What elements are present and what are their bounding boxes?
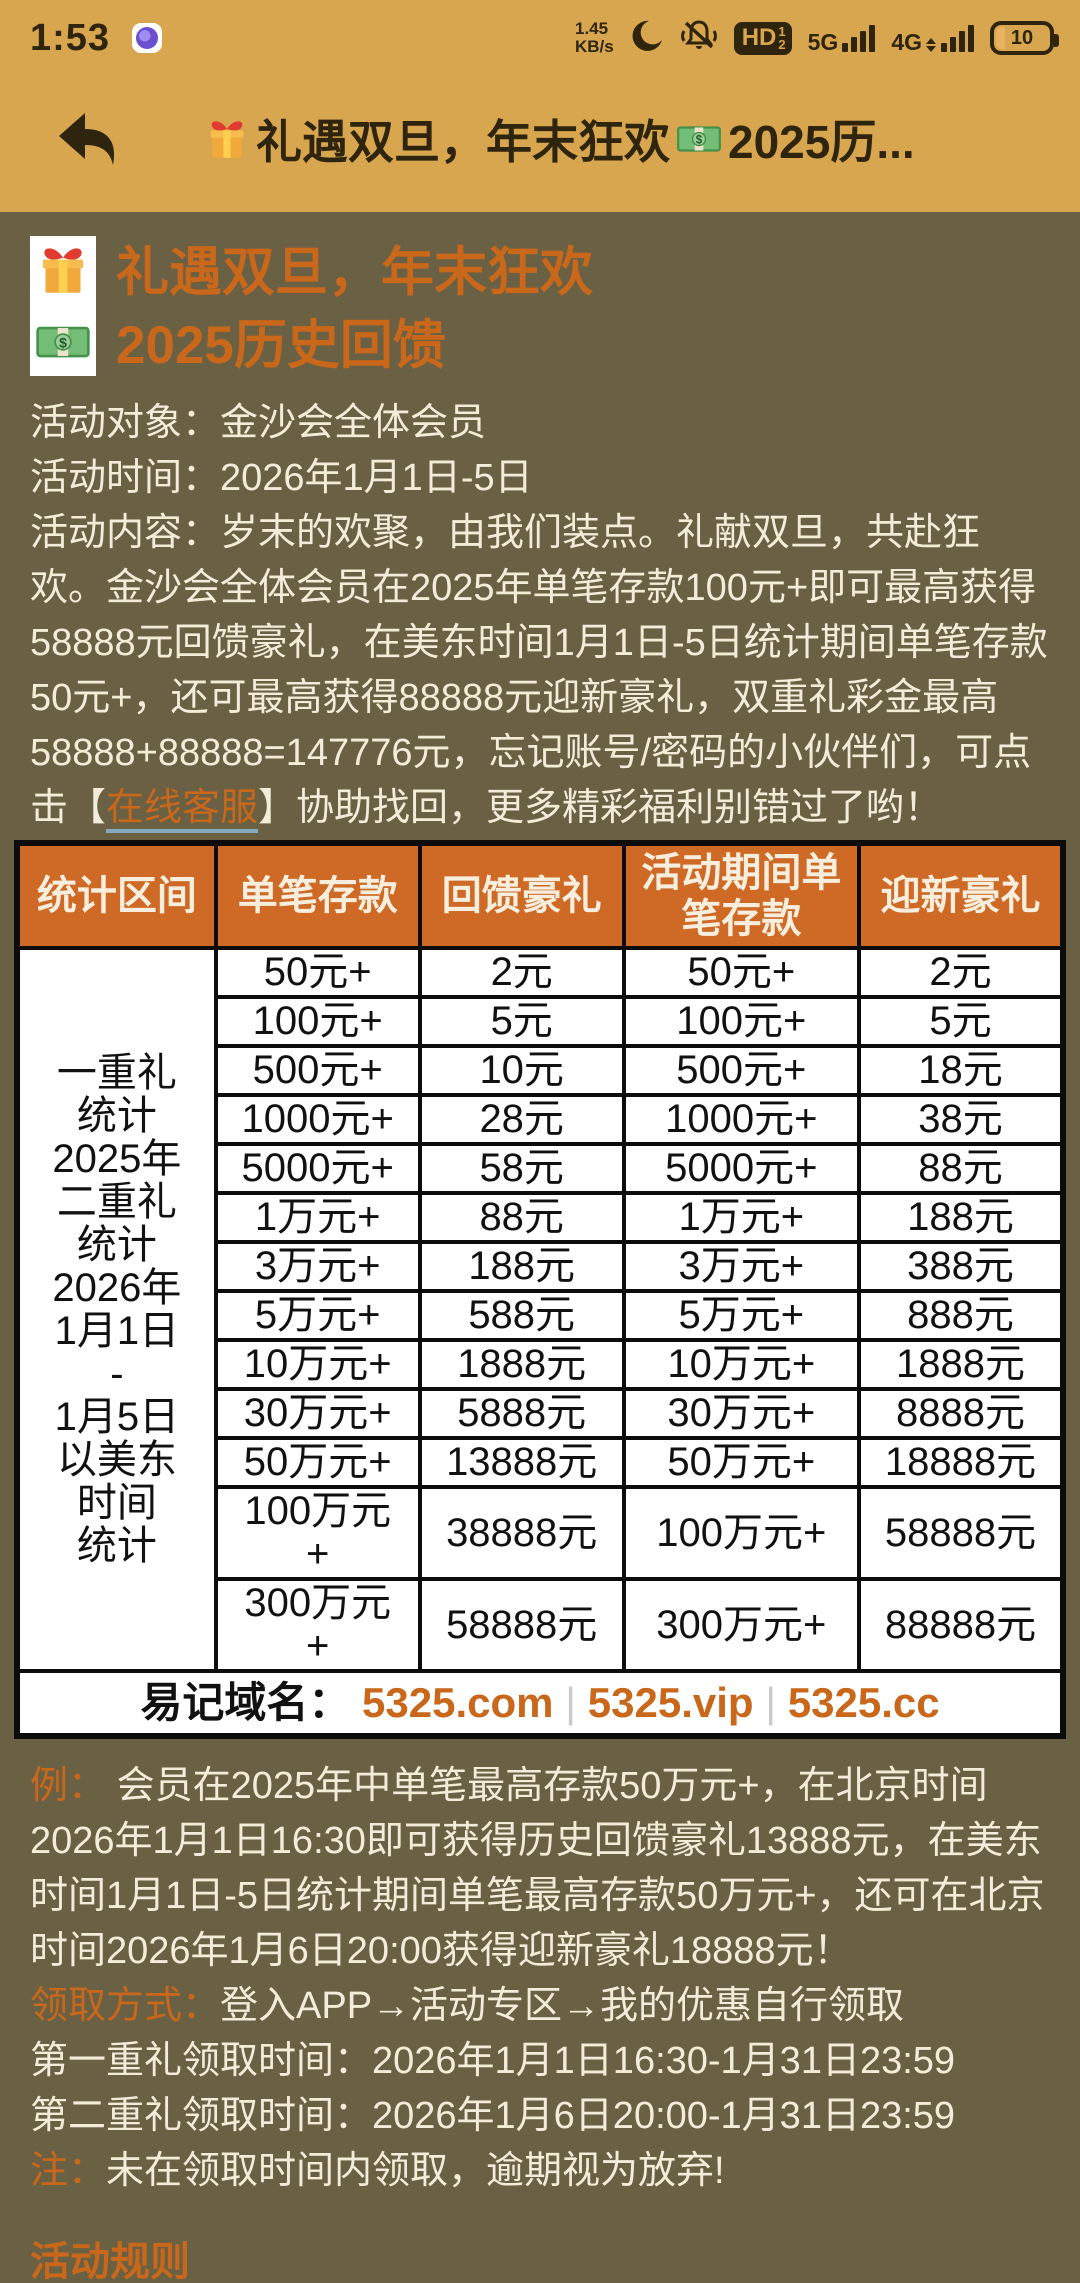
money-icon: $ [36,326,90,358]
svg-text:$: $ [696,134,703,146]
data-arrows-icon [926,37,936,52]
svg-text:$: $ [59,334,67,350]
domain-separator: | [565,1679,577,1726]
claim-method-line: 领取方式：登入APP→活动专区→我的优惠自行领取 [30,1985,905,2027]
promo-content: $ 礼遇双旦，年末狂欢 2025历史回馈 活动对象：金沙会全体会员 活动时间：2… [0,236,1080,2283]
table-row: 10万元+ 1888元 10万元+ 1888元 [17,1338,1065,1391]
table-row: 50万元+ 13888元 50万元+ 18888元 [17,1436,1065,1489]
back-button[interactable] [52,104,124,174]
status-bar: 1:53 1.45 KB/s [0,0,1080,66]
online-service-link[interactable]: 在线客服 [106,787,259,833]
domain-link[interactable]: 5325.com [362,1679,554,1726]
example-paragraph: 例： 会员在2025年中单笔最高存款50万元+，在北京时间2026年1月1日16… [30,1765,1045,1972]
table-row: 30万元+ 5888元 30万元+ 8888元 [17,1387,1065,1440]
domain-label: 易记域名： [140,1679,351,1726]
network-speed: 1.45 KB/s [574,19,614,56]
signal-bars-icon [941,24,974,52]
gift-icon [210,121,244,158]
signal-4g: 4G [891,24,974,53]
table-row: 5万元+ 588元 5万元+ 888元 [17,1289,1065,1342]
app-header: 礼遇双旦，年末狂欢 $ 2025历... [0,66,1080,212]
claim-time-1: 第一重礼领取时间：2026年1月1日16:30-1月31日23:59 [30,2040,956,2082]
table-row: 一重礼 统计 2025年 二重礼 统计 2026年 1月1日 - 1月5日 以美… [15,946,1065,1673]
rules-heading: 活动规则 [30,2240,190,2283]
table-row: 100万元+ 38888元 100万元+ 58888元 [17,1485,1065,1581]
col-header: 单笔存款 [213,841,422,950]
col-header: 统计区间 [15,841,218,950]
promo-icon-strip: $ [30,236,96,376]
domain-separator: | [765,1679,777,1726]
domain-link[interactable]: 5325.vip [587,1679,754,1726]
col-header: 迎新豪礼 [857,841,1065,950]
page-title: 礼遇双旦，年末狂欢 $ 2025历... [204,106,915,172]
note-line: 注：未在领取时间内领取，逾期视为放弃! [30,2150,725,2192]
money-icon: $ [677,126,721,152]
clock: 1:53 [30,16,111,59]
table-row: 100元+ 5元 100元+ 5元 [17,995,1065,1048]
col-header: 活动期间单笔存款 [621,841,862,950]
audience-line: 活动对象：金沙会全体会员 [30,402,487,444]
table-row: 1万元+ 88元 1万元+ 188元 [17,1191,1065,1244]
reward-table: 统计区间 单笔存款 回馈豪礼 活动期间单笔存款 迎新豪礼 一重礼 统计 2025… [14,840,1066,1739]
claim-time-2: 第二重礼领取时间：2026年1月6日20:00-1月31日23:59 [30,2095,956,2137]
do-not-disturb-moon-icon [630,19,664,58]
promo-title: 礼遇双旦，年末狂欢 2025历史回馈 [116,243,593,375]
table-row: 500元+ 10元 500元+ 18元 [17,1044,1065,1097]
volte-hd-badge: HD 1 2 [733,21,792,55]
domain-row: 易记域名： 5325.com | 5325.vip | 5325.cc [15,1669,1065,1738]
notification-app-icon [132,23,163,53]
period-cell: 一重礼 统计 2025年 二重礼 统计 2026年 1月1日 - 1月5日 以美… [15,946,218,1673]
detail-paragraph: 活动内容：岁末的欢聚，由我们装点。礼献双旦，共赴狂欢。金沙会全体会员在2025年… [30,506,1050,836]
mute-bell-icon [680,19,718,58]
gift-icon [42,248,84,293]
table-header-row: 统计区间 单笔存款 回馈豪礼 活动期间单笔存款 迎新豪礼 [15,841,1065,950]
signal-5g: 5G [808,24,876,53]
promo-heading: $ 礼遇双旦，年末狂欢 2025历史回馈 [30,236,1050,382]
table-row: 300万元+ 58888元 300万元+ 88888元 [17,1577,1065,1673]
table-row: 3万元+ 188元 3万元+ 388元 [17,1240,1065,1293]
table-row: 5000元+ 58元 5000元+ 88元 [17,1142,1065,1195]
top-bar: 1:53 1.45 KB/s [0,0,1080,212]
col-header: 回馈豪礼 [417,841,626,950]
domain-link[interactable]: 5325.cc [787,1679,940,1726]
table-row: 1000元+ 28元 1000元+ 38元 [17,1093,1065,1146]
time-line: 活动时间：2026年1月1日-5日 [30,457,533,499]
signal-bars-icon [842,24,876,52]
battery-icon: 10 [990,21,1059,55]
